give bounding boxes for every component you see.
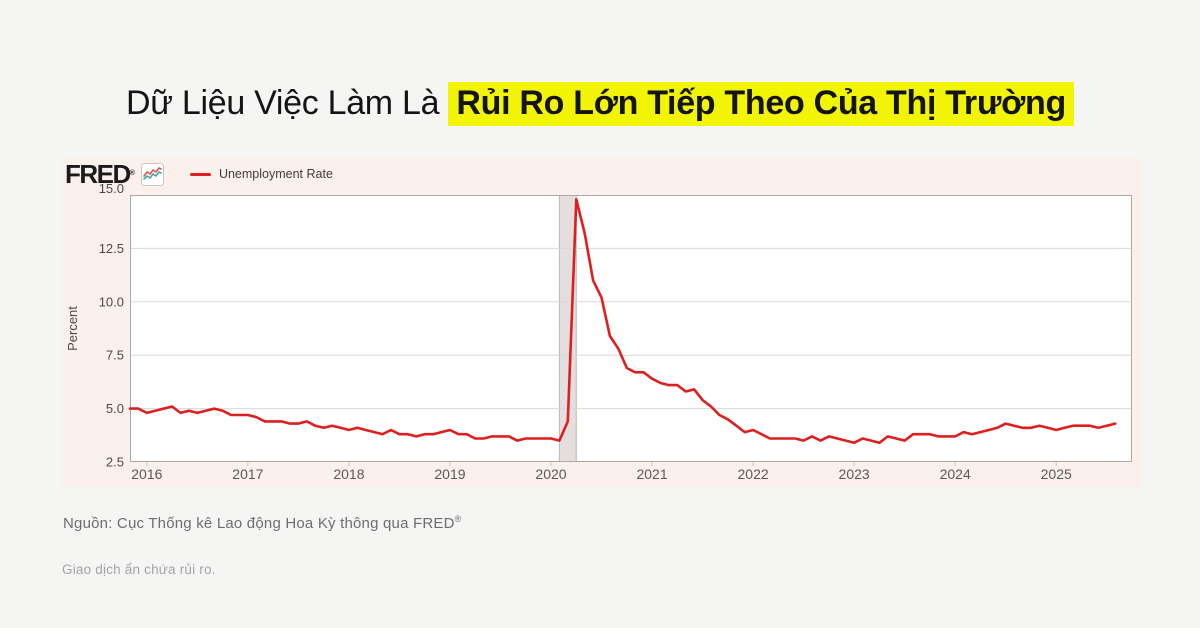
fred-registered-mark: ®: [129, 170, 135, 177]
fred-chart-icon: [140, 162, 164, 186]
y-tick-label: 10.0: [99, 294, 124, 309]
title-prefix: Dữ Liệu Việc Làm Là: [126, 84, 449, 122]
disclaimer-text: Giao dịch ẩn chứa rủi ro.: [62, 562, 216, 577]
chart-header: FRED® Unemployment Rate: [65, 161, 333, 187]
y-tick-label: 5.0: [106, 401, 124, 416]
x-tick-label: 2017: [232, 466, 263, 482]
source-text: Nguồn: Cục Thống kê Lao động Hoa Kỳ thôn…: [63, 514, 461, 532]
x-tick-label: 2016: [131, 466, 162, 482]
x-tick-label: 2021: [636, 466, 667, 482]
x-tick-label: 2025: [1041, 466, 1072, 482]
x-tick-label: 2018: [333, 466, 364, 482]
plot-border: [130, 195, 1132, 462]
legend-label: Unemployment Rate: [218, 167, 333, 181]
tick-label-group: 15.0 12.5 10.0 7.5 5.0 2.5 2016 2017 2018 2019 202…: [99, 181, 1072, 482]
fred-logo-text: FRED: [65, 159, 131, 189]
x-tick-label: 2020: [535, 466, 566, 482]
y-tick-label: 7.5: [106, 348, 124, 363]
legend: Unemployment Rate: [189, 167, 333, 181]
unemployment-rate-line: [128, 197, 1117, 445]
fred-logo: FRED®: [65, 161, 135, 187]
plot-area: [130, 195, 1132, 462]
series-group: [128, 197, 1117, 445]
source-text-main: Nguồn: Cục Thống kê Lao động Hoa Kỳ thôn…: [63, 515, 455, 532]
x-tick-label: 2024: [940, 466, 971, 482]
y-axis-title: Percent: [65, 306, 80, 351]
chart-card: FRED® Unemployment Rate 15.0 12.5 10.0: [62, 157, 1140, 487]
x-tick-label: 2022: [738, 466, 769, 482]
legend-line-swatch: [189, 172, 211, 176]
title-highlight: Rủi Ro Lớn Tiếp Theo Của Thị Trường: [448, 82, 1074, 126]
x-tick-label: 2023: [839, 466, 870, 482]
source-registered-mark: ®: [454, 514, 462, 524]
y-tick-label: 2.5: [106, 455, 124, 470]
page-title: Dữ Liệu Việc Làm Là Rủi Ro Lớn Tiếp Theo…: [0, 82, 1200, 126]
gridline-group: [130, 247, 1132, 410]
x-tick-label: 2019: [434, 466, 465, 482]
y-tick-label: 15.0: [99, 181, 124, 196]
y-tick-label: 12.5: [99, 241, 124, 256]
unemployment-rate-chart: 15.0 12.5 10.0 7.5 5.0 2.5 2016 2017 2018 2019 202…: [65, 181, 1132, 482]
